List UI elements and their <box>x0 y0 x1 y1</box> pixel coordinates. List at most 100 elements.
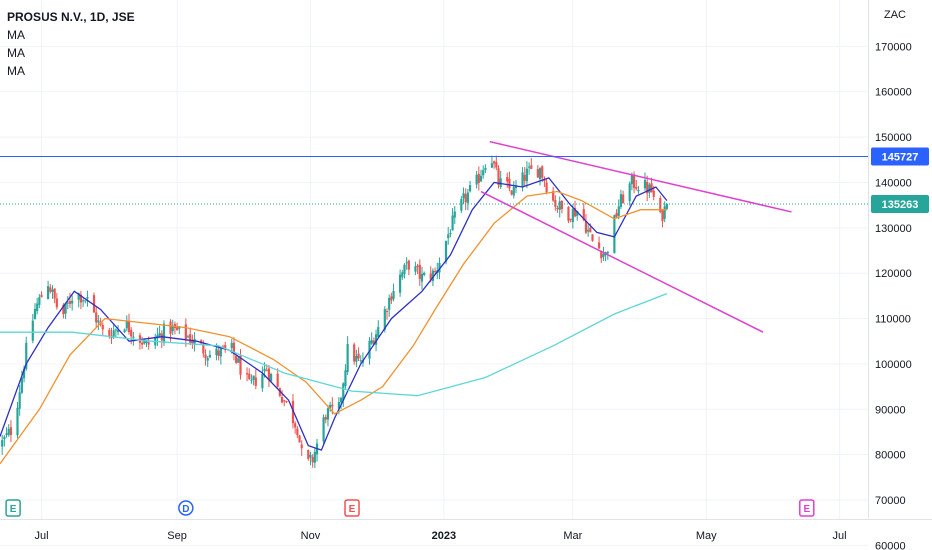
candle <box>600 250 603 263</box>
symbol-title[interactable]: PROSUS N.V., 1D, JSE <box>7 10 135 24</box>
event-marker[interactable]: E <box>344 499 360 517</box>
candle <box>453 206 456 224</box>
trendline-1[interactable] <box>489 140 792 213</box>
candle <box>313 447 316 468</box>
ma-line-1 <box>0 177 668 451</box>
candle <box>617 199 620 220</box>
candle <box>390 292 393 304</box>
candle <box>298 434 301 443</box>
y-tick-label: 100000 <box>875 359 912 371</box>
candle <box>464 188 467 211</box>
candle <box>587 224 590 237</box>
candle <box>261 366 264 392</box>
candle <box>536 165 539 178</box>
candle <box>33 303 37 320</box>
candle <box>40 291 43 298</box>
candle <box>597 236 601 249</box>
event-marker[interactable]: D <box>178 500 194 516</box>
y-tick-label: 110000 <box>875 314 911 326</box>
candle <box>523 167 526 187</box>
indicator-ma-2[interactable]: MA <box>7 46 25 60</box>
candle <box>324 414 327 424</box>
candle <box>556 205 559 213</box>
candle <box>110 327 113 344</box>
candle <box>628 181 631 206</box>
candle <box>309 451 312 466</box>
candle <box>484 164 487 174</box>
candle <box>560 200 564 214</box>
candle <box>64 302 67 319</box>
candle <box>294 421 297 434</box>
event-marker[interactable]: E <box>5 499 21 517</box>
event-marker[interactable]: E <box>799 499 815 517</box>
candle <box>401 269 404 280</box>
indicator-ma-1[interactable]: MA <box>7 28 25 42</box>
candle <box>92 292 96 313</box>
candle <box>475 171 478 189</box>
candle <box>184 318 187 347</box>
candle <box>342 382 345 407</box>
candle <box>219 347 222 365</box>
y-tick-label: 140000 <box>875 177 912 189</box>
candle <box>423 271 426 277</box>
candle <box>377 320 380 338</box>
candle <box>145 340 148 348</box>
candle <box>493 160 496 169</box>
candle <box>462 187 465 205</box>
candle <box>71 295 74 311</box>
candle <box>543 176 546 187</box>
candle <box>296 426 299 439</box>
candle <box>79 290 82 309</box>
y-tick-label: 120000 <box>875 268 912 280</box>
indicator-ma-3[interactable]: MA <box>7 64 25 78</box>
candle <box>224 341 227 353</box>
candle <box>81 298 85 308</box>
y-tick-label: 150000 <box>875 132 912 144</box>
ma-line-2 <box>0 190 667 465</box>
candle <box>416 263 419 275</box>
candle <box>622 190 625 204</box>
candle <box>388 294 391 317</box>
candle <box>405 257 408 270</box>
x-tick-label: 2023 <box>432 530 456 542</box>
candle <box>239 349 242 380</box>
candle <box>245 367 249 382</box>
candle <box>460 196 463 213</box>
candle <box>643 172 647 191</box>
candle <box>538 167 542 186</box>
candle <box>468 180 472 193</box>
candle <box>661 209 664 228</box>
candle <box>252 375 255 386</box>
candle <box>403 263 406 279</box>
y-tick-label: 90000 <box>875 404 906 416</box>
candle <box>569 218 572 223</box>
candle <box>495 155 498 171</box>
candle <box>506 172 509 188</box>
candle <box>191 334 194 349</box>
candle <box>86 290 89 307</box>
candle <box>280 390 284 404</box>
candle <box>512 181 515 199</box>
x-tick-label: Jul <box>833 530 847 542</box>
candle <box>602 246 605 262</box>
candle <box>114 328 117 338</box>
candle <box>477 166 480 191</box>
candle <box>7 424 10 437</box>
candle <box>16 401 19 439</box>
candle <box>479 169 483 182</box>
svg-text:E: E <box>803 504 810 515</box>
candle <box>541 165 544 182</box>
candle <box>554 195 557 211</box>
candle <box>552 186 555 203</box>
candle <box>66 296 69 310</box>
candle <box>591 234 594 242</box>
candle <box>38 294 41 309</box>
candle <box>206 355 209 368</box>
candle <box>123 328 126 334</box>
trendline-2[interactable] <box>480 190 764 333</box>
horizontal-line-price-badge: 145727 <box>871 147 929 166</box>
chart-legend: PROSUS N.V., 1D, JSE MA MA MA <box>7 8 135 80</box>
candle <box>490 155 494 169</box>
candle <box>160 330 163 348</box>
